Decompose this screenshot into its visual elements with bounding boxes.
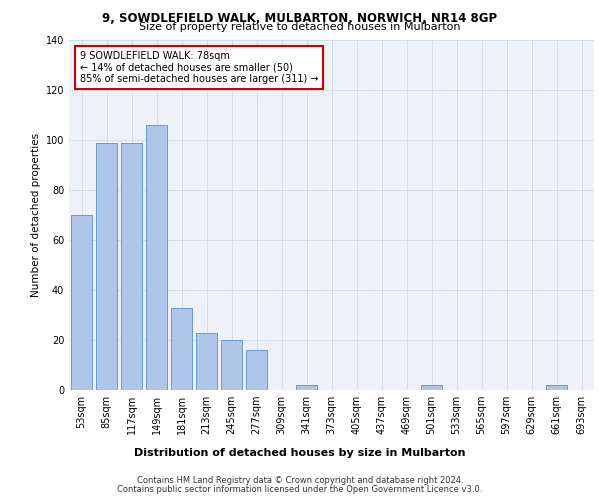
Bar	[171, 308, 192, 390]
Text: Contains public sector information licensed under the Open Government Licence v3: Contains public sector information licen…	[118, 484, 482, 494]
Text: Contains HM Land Registry data © Crown copyright and database right 2024.: Contains HM Land Registry data © Crown c…	[137, 476, 463, 485]
Bar	[221, 340, 242, 390]
Bar	[246, 350, 267, 390]
Text: 9, SOWDLEFIELD WALK, MULBARTON, NORWICH, NR14 8GP: 9, SOWDLEFIELD WALK, MULBARTON, NORWICH,…	[103, 12, 497, 26]
Bar	[71, 215, 92, 390]
Text: 9 SOWDLEFIELD WALK: 78sqm
← 14% of detached houses are smaller (50)
85% of semi-: 9 SOWDLEFIELD WALK: 78sqm ← 14% of detac…	[79, 50, 318, 84]
Bar	[296, 385, 317, 390]
Text: Distribution of detached houses by size in Mulbarton: Distribution of detached houses by size …	[134, 448, 466, 458]
Bar	[121, 142, 142, 390]
Text: Size of property relative to detached houses in Mulbarton: Size of property relative to detached ho…	[139, 22, 461, 32]
Y-axis label: Number of detached properties: Number of detached properties	[31, 133, 41, 297]
Bar	[96, 142, 117, 390]
Bar	[196, 332, 217, 390]
Bar	[421, 385, 442, 390]
Bar	[546, 385, 567, 390]
Bar	[146, 125, 167, 390]
